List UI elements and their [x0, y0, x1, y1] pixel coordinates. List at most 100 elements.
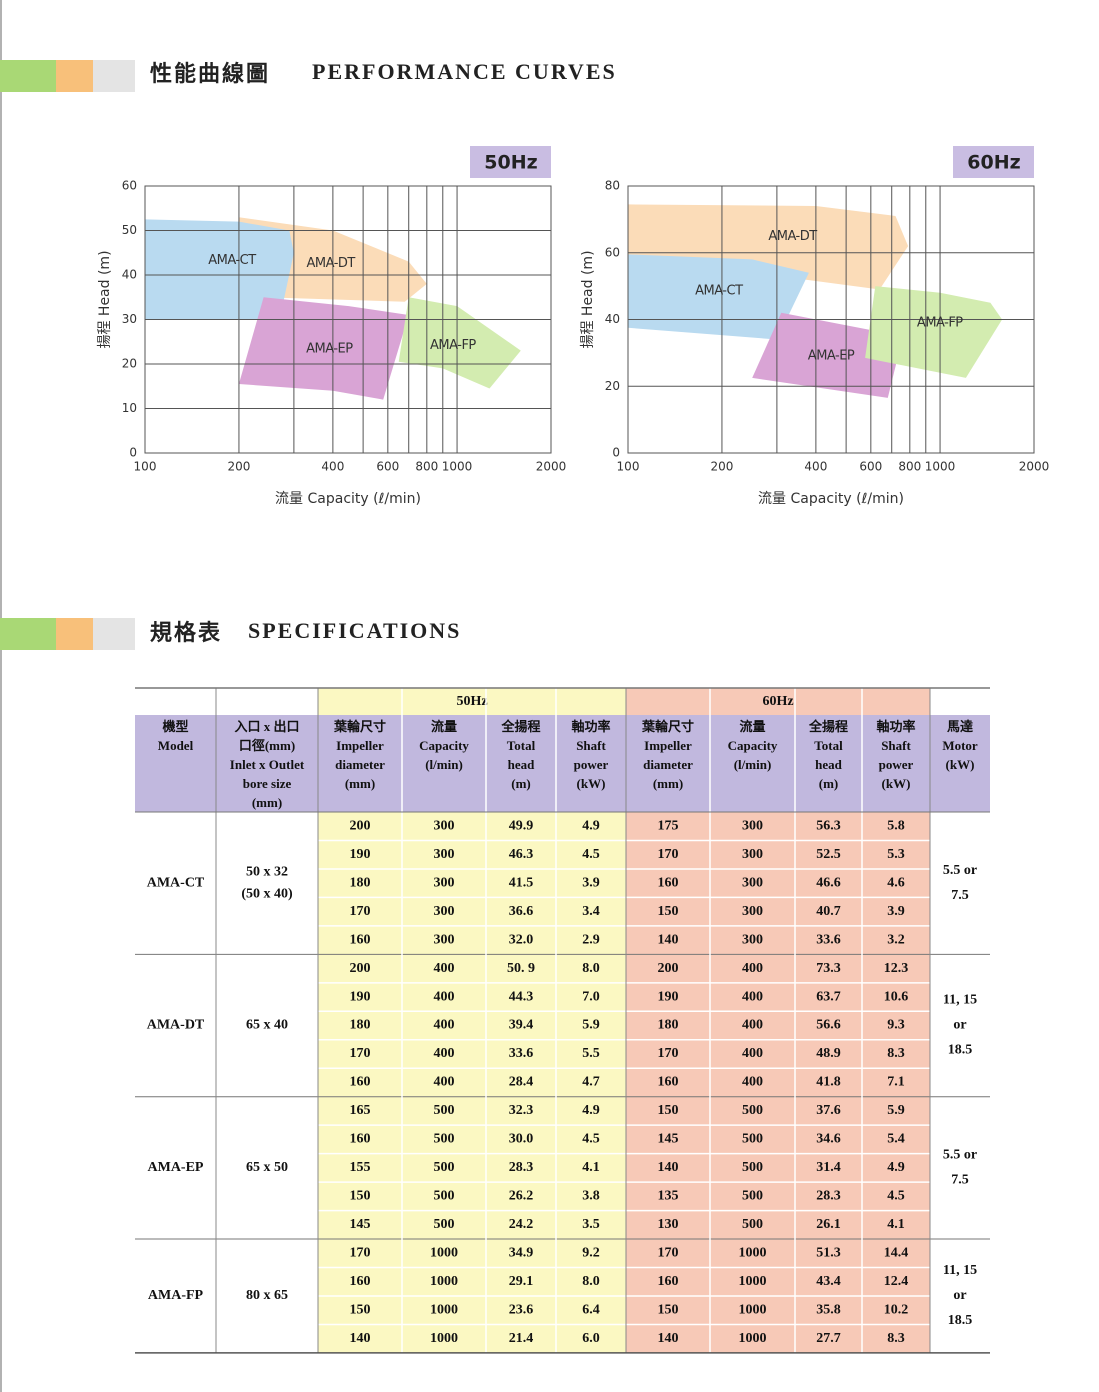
data-cell: 8.3	[887, 1331, 905, 1346]
column-header: 流量	[431, 719, 457, 734]
column-header: Total	[814, 738, 843, 753]
data-cell: 3.9	[887, 904, 905, 919]
model-cell: AMA-DT	[147, 1018, 205, 1033]
region-label: AMA-DT	[306, 256, 355, 271]
motor-cell: 7.5	[951, 888, 969, 903]
region-label: AMA-CT	[695, 283, 743, 298]
data-cell: 51.3	[816, 1246, 841, 1261]
data-cell: 41.8	[816, 1075, 841, 1090]
data-cell: 500	[742, 1217, 763, 1232]
column-header: 機型	[162, 719, 188, 734]
data-cell: 34.6	[816, 1132, 841, 1147]
column-header: (kW)	[946, 757, 975, 772]
data-cell: 44.3	[509, 989, 534, 1004]
data-cell: 400	[434, 1075, 455, 1090]
data-cell: 150	[658, 1103, 679, 1118]
data-cell: 3.8	[582, 1189, 600, 1204]
data-cell: 400	[434, 961, 455, 976]
x-tick-label: 100	[134, 460, 157, 474]
data-cell: 500	[742, 1189, 763, 1204]
motor-cell: 18.5	[948, 1313, 973, 1328]
data-cell: 28.3	[816, 1189, 841, 1204]
data-cell: 300	[742, 932, 763, 947]
y-axis-label: 揚程 Head (m)	[579, 250, 596, 348]
column-header: diameter	[335, 757, 385, 772]
bore-cell: (50 x 40)	[241, 886, 293, 901]
x-axis-label: 流量 Capacity (ℓ/min)	[758, 491, 904, 507]
motor-cell: 11, 15	[943, 1263, 977, 1278]
data-cell: 10.6	[884, 989, 909, 1004]
data-cell: 31.4	[816, 1160, 841, 1175]
data-cell: 37.6	[816, 1103, 841, 1118]
column-header: (l/min)	[734, 757, 772, 772]
column-header: (mm)	[653, 776, 683, 791]
data-cell: 73.3	[816, 961, 841, 976]
bore-cell: 80 x 65	[246, 1288, 288, 1303]
data-cell: 33.6	[816, 932, 841, 947]
data-cell: 400	[742, 1046, 763, 1061]
data-cell: 500	[434, 1217, 455, 1232]
data-cell: 140	[350, 1331, 371, 1346]
data-cell: 5.9	[582, 1018, 600, 1033]
data-cell: 150	[658, 904, 679, 919]
column-header: 全揚程	[808, 719, 848, 734]
x-tick-label: 100	[617, 460, 640, 474]
column-header: (kW)	[882, 776, 911, 791]
model-cell: AMA-FP	[148, 1288, 204, 1303]
column-header: (mm)	[345, 776, 375, 791]
data-cell: 1000	[739, 1246, 767, 1261]
data-cell: 9.2	[582, 1246, 600, 1261]
region-label: AMA-FP	[430, 338, 476, 353]
y-tick-label: 60	[605, 245, 620, 259]
x-tick-label: 200	[710, 460, 733, 474]
data-cell: 26.2	[509, 1189, 534, 1204]
data-cell: 500	[434, 1132, 455, 1147]
data-cell: 155	[350, 1160, 371, 1175]
data-cell: 28.4	[509, 1075, 534, 1090]
bore-cell: 50 x 32	[246, 864, 288, 879]
data-cell: 180	[350, 1018, 371, 1033]
col-fill	[318, 812, 626, 1353]
data-cell: 300	[434, 818, 455, 833]
x-tick-label: 600	[376, 460, 399, 474]
data-cell: 52.5	[816, 847, 841, 862]
y-tick-label: 0	[129, 446, 137, 460]
title-box	[470, 146, 551, 178]
data-cell: 5.8	[887, 818, 905, 833]
data-cell: 130	[658, 1217, 679, 1232]
data-cell: 33.6	[509, 1046, 534, 1061]
y-tick-label: 20	[122, 357, 137, 371]
column-header: (mm)	[252, 795, 282, 810]
data-cell: 10.2	[884, 1302, 909, 1317]
col-fill	[626, 812, 930, 1353]
data-cell: 5.5	[582, 1046, 600, 1061]
data-cell: 24.2	[509, 1217, 534, 1232]
data-cell: 180	[350, 875, 371, 890]
column-header: power	[879, 757, 914, 772]
data-cell: 3.5	[582, 1217, 600, 1232]
data-cell: 500	[434, 1160, 455, 1175]
column-header: 口徑(mm)	[239, 738, 295, 753]
data-cell: 170	[658, 847, 679, 862]
column-header: 入口 x 出口	[234, 719, 299, 734]
data-cell: 160	[658, 1075, 679, 1090]
model-cell: AMA-CT	[147, 875, 205, 890]
y-tick-label: 10	[122, 401, 137, 415]
motor-cell: 7.5	[951, 1173, 969, 1188]
data-cell: 160	[658, 875, 679, 890]
data-cell: 1000	[430, 1302, 458, 1317]
data-cell: 32.3	[509, 1103, 534, 1118]
region	[238, 297, 409, 400]
data-cell: 3.2	[887, 932, 905, 947]
data-cell: 175	[658, 818, 679, 833]
motor-cell: 11, 15	[943, 993, 977, 1008]
column-header: 流量	[739, 719, 765, 734]
data-cell: 14.4	[884, 1246, 909, 1261]
region-label: AMA-FP	[917, 315, 963, 330]
column-header: Model	[158, 738, 194, 753]
y-tick-label: 0	[612, 446, 620, 460]
data-cell: 500	[742, 1160, 763, 1175]
data-cell: 8.0	[582, 961, 600, 976]
data-cell: 41.5	[509, 875, 534, 890]
section-title: 性能曲線圖	[150, 61, 270, 87]
